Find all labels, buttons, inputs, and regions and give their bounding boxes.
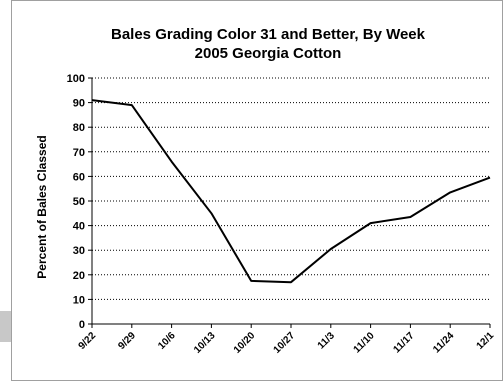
y-tick-label: 10 xyxy=(73,294,85,306)
series-group xyxy=(91,99,491,284)
y-tick-label: 100 xyxy=(67,73,85,85)
y-axis-label: Percent of Bales Classed xyxy=(35,135,49,278)
y-tick-label: 30 xyxy=(73,245,85,257)
series-line xyxy=(91,99,491,284)
y-tick-label: 40 xyxy=(73,221,85,233)
y-tick-label: 80 xyxy=(73,122,85,134)
y-tick-label: 20 xyxy=(73,270,85,282)
gridlines xyxy=(92,77,490,300)
y-tick-label: 70 xyxy=(73,147,85,159)
y-tick-label: 50 xyxy=(73,196,85,208)
chart-subtitle: 2005 Georgia Cotton xyxy=(195,45,342,62)
chart-frame xyxy=(11,0,503,381)
y-axis-ticks: 0 10 20 30 40 50 60 70 80 90 100 xyxy=(67,73,92,331)
chart-title: Bales Grading Color 31 and Better, By We… xyxy=(111,26,426,43)
y-tick-label: 90 xyxy=(73,98,85,110)
axes xyxy=(91,78,490,325)
y-tick-label: 60 xyxy=(73,171,85,183)
left-tab-decoration xyxy=(0,311,11,342)
y-tick-label: 0 xyxy=(79,319,85,331)
